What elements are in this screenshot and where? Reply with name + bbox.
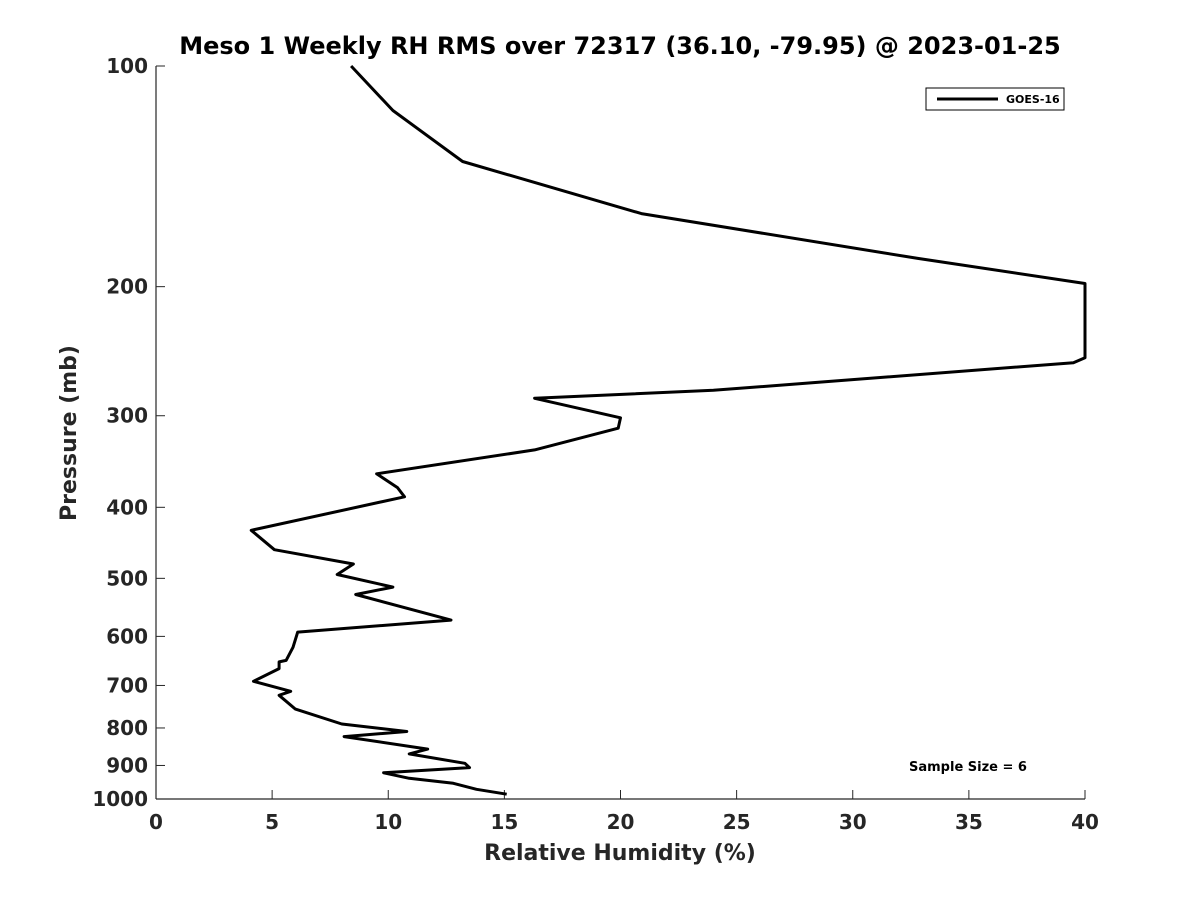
y-tick-label: 900 xyxy=(106,753,148,777)
x-tick-label: 35 xyxy=(955,810,983,834)
x-tick-label: 40 xyxy=(1071,810,1099,834)
series-lines xyxy=(249,64,1087,796)
legend-label-goes-16: GOES-16 xyxy=(1006,93,1060,106)
legend: GOES-16 xyxy=(925,87,1065,111)
y-tick-label: 700 xyxy=(106,673,148,697)
x-tick-label: 20 xyxy=(607,810,635,834)
y-tick-label: 800 xyxy=(106,716,148,740)
y-tick-label: 600 xyxy=(106,624,148,648)
tick-labels: 0 5 10 15 20 25 30 35 40 100 200 300 400 500 600 700 800… xyxy=(92,54,1099,834)
series-line-goes-16 xyxy=(249,64,1087,796)
x-tick-label: 5 xyxy=(265,810,279,834)
axes xyxy=(155,65,1086,800)
x-tick-label: 10 xyxy=(374,810,402,834)
y-tick-label: 400 xyxy=(106,495,148,519)
x-tick-label: 25 xyxy=(723,810,751,834)
y-axis-label: Pressure (mb) xyxy=(57,345,82,521)
y-tick-label: 500 xyxy=(106,566,148,590)
y-tick-label: 200 xyxy=(106,275,148,299)
x-tick-label: 15 xyxy=(490,810,518,834)
x-axis-label: Relative Humidity (%) xyxy=(484,841,756,866)
x-tick-label: 30 xyxy=(839,810,867,834)
y-tick-label: 300 xyxy=(106,404,148,428)
y-tick-label: 100 xyxy=(106,54,148,78)
sample-size-annotation: Sample Size = 6 xyxy=(909,760,1027,775)
chart-title: Meso 1 Weekly RH RMS over 72317 (36.10, … xyxy=(179,32,1061,60)
x-tick-label: 0 xyxy=(149,810,163,834)
y-tick-label: 1000 xyxy=(92,787,148,811)
